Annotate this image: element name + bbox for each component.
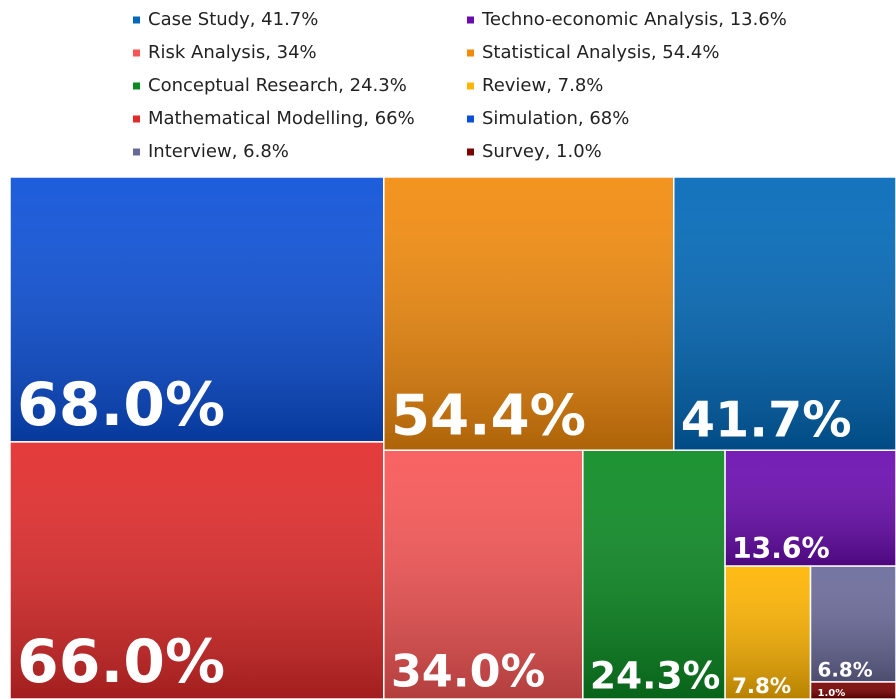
legend-label: Risk Analysis, 34% [148, 42, 317, 63]
tile-shade [725, 566, 810, 699]
tile-label: 24.3% [590, 653, 720, 697]
legend-marker [133, 16, 140, 24]
tile-label: 6.8% [818, 658, 873, 681]
legend-marker [467, 148, 474, 156]
tile-label: 1.0% [818, 688, 846, 699]
legend-label: Conceptual Research, 24.3% [148, 75, 407, 96]
tile-shade [384, 177, 674, 450]
legend-label: Interview, 6.8% [148, 141, 289, 162]
tile-shade [725, 450, 896, 566]
legend-label: Mathematical Modelling, 66% [148, 108, 415, 129]
tile-label: 13.6% [732, 532, 830, 565]
tile-label: 54.4% [391, 383, 586, 448]
tile-label: 66.0% [17, 627, 225, 697]
tile-shade [583, 450, 725, 699]
tile-label: 41.7% [681, 390, 852, 448]
tile-shade [811, 566, 896, 682]
legend-label: Survey, 1.0% [482, 141, 602, 162]
legend-label: Techno-economic Analysis, 13.6% [481, 9, 787, 30]
tile-shade [674, 177, 896, 450]
legend-marker [133, 82, 140, 90]
legend-marker [467, 115, 474, 123]
legend-label: Statistical Analysis, 54.4% [482, 42, 719, 63]
legend-label: Review, 7.8% [482, 75, 603, 96]
tile-shade [10, 442, 384, 699]
tile-label: 7.8% [732, 674, 791, 699]
tile-label: 34.0% [391, 647, 545, 698]
legend-marker [467, 49, 474, 57]
legend-marker [467, 16, 474, 24]
legend-marker [467, 82, 474, 90]
legend-label: Case Study, 41.7% [148, 9, 318, 30]
legend-marker [133, 115, 140, 123]
tile-label: 68.0% [17, 370, 225, 440]
tile-shade [811, 682, 896, 699]
tile-shade [10, 177, 384, 442]
legend-label: Simulation, 68% [482, 108, 629, 129]
legend-marker [133, 49, 140, 57]
tile-shade [384, 450, 583, 699]
legend-marker [133, 148, 140, 156]
